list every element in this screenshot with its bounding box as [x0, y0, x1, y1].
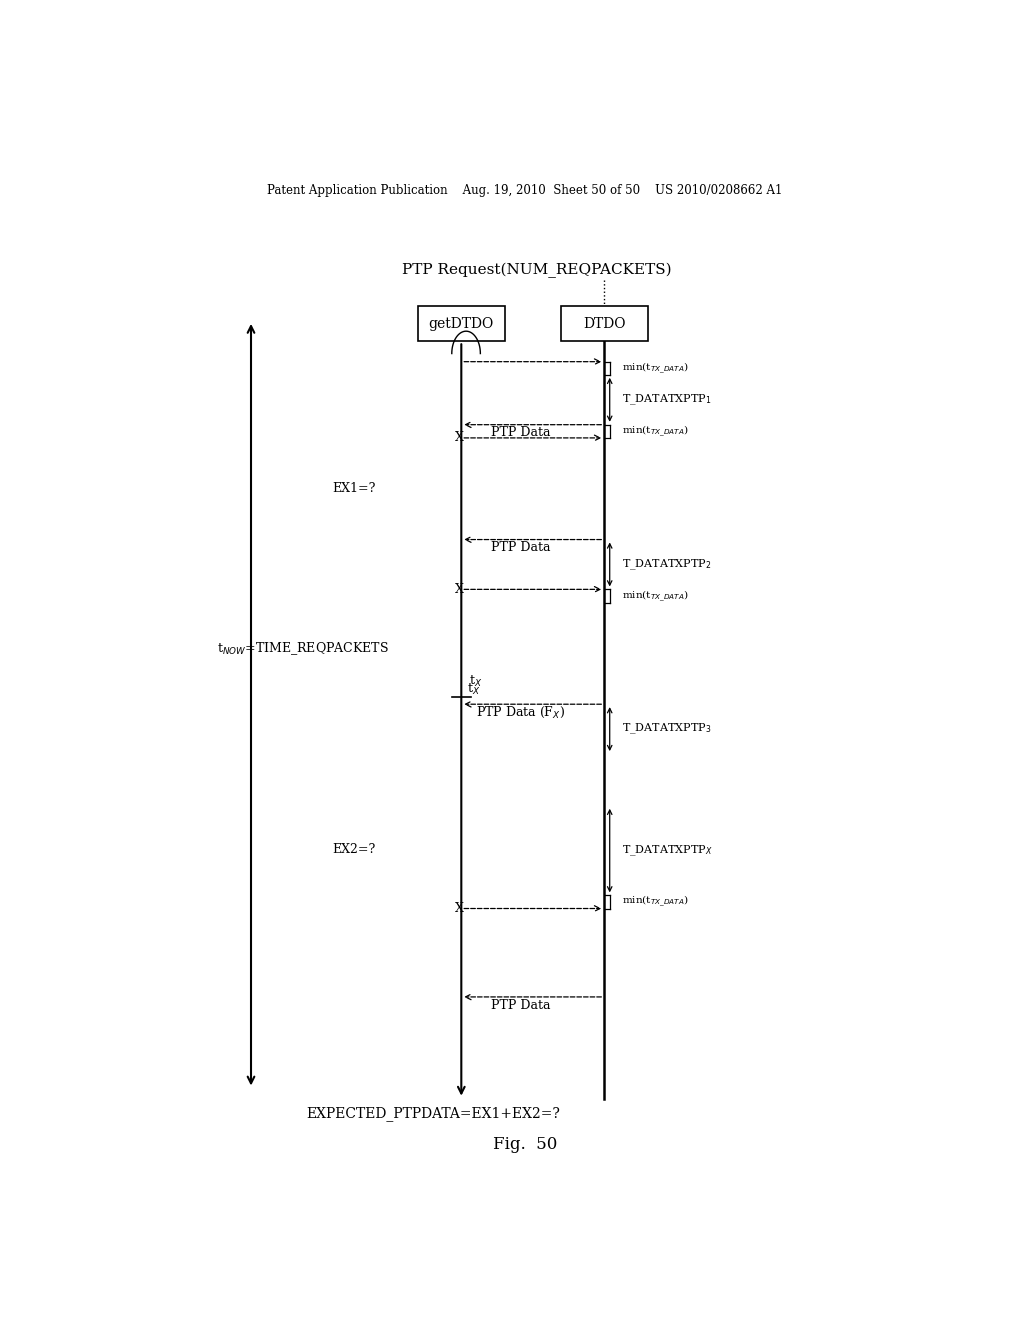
Text: EX1=?: EX1=?	[333, 482, 376, 495]
Text: min(t$_{TX\_DATA}$): min(t$_{TX\_DATA}$)	[623, 589, 689, 603]
Text: Fig.  50: Fig. 50	[493, 1135, 557, 1152]
Text: DTDO: DTDO	[583, 317, 626, 330]
Bar	[418, 306, 505, 342]
Text: EXPECTED_PTPDATA=EX1+EX2=?: EXPECTED_PTPDATA=EX1+EX2=?	[306, 1106, 560, 1121]
Text: min(t$_{TX\_DATA}$): min(t$_{TX\_DATA}$)	[623, 360, 689, 376]
Text: PTP Data: PTP Data	[492, 426, 551, 440]
Text: T_DATATXPTP$_1$: T_DATATXPTP$_1$	[623, 392, 712, 407]
Text: T_DATATXPTP$_3$: T_DATATXPTP$_3$	[623, 722, 712, 737]
Text: PTP Request(NUM_REQPACKETS): PTP Request(NUM_REQPACKETS)	[401, 263, 672, 277]
Text: EX2=?: EX2=?	[333, 843, 376, 857]
Bar	[560, 306, 648, 342]
Text: getDTDO: getDTDO	[429, 317, 494, 330]
Text: X: X	[456, 432, 464, 445]
Text: X: X	[456, 902, 464, 915]
Text: PTP Data: PTP Data	[492, 998, 551, 1011]
Text: T_DATATXPTP$_X$: T_DATATXPTP$_X$	[623, 843, 713, 858]
Text: t$_X$: t$_X$	[467, 681, 480, 697]
Text: PTP Data (F$_X$): PTP Data (F$_X$)	[476, 705, 565, 719]
Text: T_DATATXPTP$_2$: T_DATATXPTP$_2$	[623, 557, 712, 572]
Text: PTP Data: PTP Data	[492, 541, 551, 554]
Text: t$_X$: t$_X$	[469, 675, 482, 689]
Text: min(t$_{TX\_DATA}$): min(t$_{TX\_DATA}$)	[623, 424, 689, 440]
Text: Patent Application Publication    Aug. 19, 2010  Sheet 50 of 50    US 2010/02086: Patent Application Publication Aug. 19, …	[267, 185, 782, 198]
Text: X: X	[456, 583, 464, 595]
Text: min(t$_{TX\_DATA}$): min(t$_{TX\_DATA}$)	[623, 894, 689, 909]
Text: t$_{NOW}$=TIME_REQPACKETS: t$_{NOW}$=TIME_REQPACKETS	[217, 640, 388, 656]
